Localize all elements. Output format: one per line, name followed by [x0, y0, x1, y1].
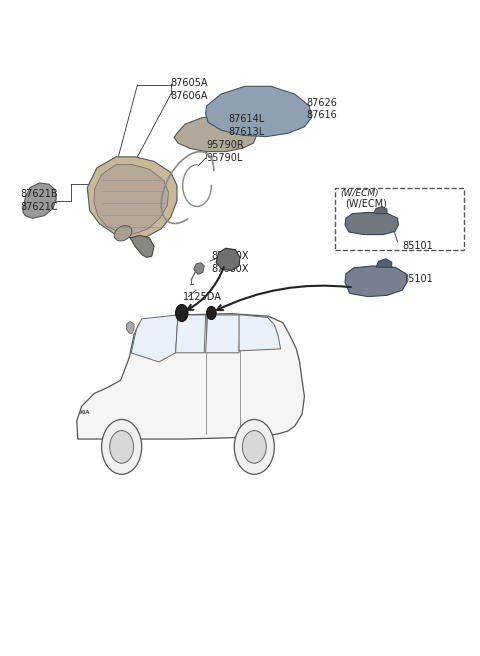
Circle shape	[110, 430, 133, 463]
Polygon shape	[239, 315, 281, 351]
Polygon shape	[126, 321, 134, 333]
Circle shape	[102, 419, 142, 474]
Ellipse shape	[114, 226, 132, 241]
Polygon shape	[174, 115, 257, 152]
Polygon shape	[376, 258, 392, 267]
Text: 87622
87612: 87622 87612	[104, 173, 135, 195]
Polygon shape	[194, 262, 204, 274]
Polygon shape	[373, 207, 387, 214]
Polygon shape	[130, 236, 154, 257]
Text: 87621B
87621C: 87621B 87621C	[21, 190, 58, 212]
Text: 87650X
87660X: 87650X 87660X	[211, 251, 249, 274]
Polygon shape	[131, 315, 178, 362]
Text: 87605A
87606A: 87605A 87606A	[171, 78, 208, 101]
Polygon shape	[345, 213, 398, 235]
Polygon shape	[23, 183, 56, 218]
Text: 1125DA: 1125DA	[183, 292, 222, 302]
Text: 87626
87616: 87626 87616	[307, 98, 338, 120]
Polygon shape	[176, 315, 205, 353]
Polygon shape	[345, 266, 407, 297]
Polygon shape	[205, 87, 312, 136]
Text: 95790R
95790L: 95790R 95790L	[206, 140, 244, 163]
Text: 87614L
87613L: 87614L 87613L	[228, 114, 264, 136]
Circle shape	[206, 306, 216, 319]
Circle shape	[234, 419, 275, 474]
Circle shape	[242, 430, 266, 463]
Text: 85101: 85101	[402, 241, 433, 251]
Text: (W/ECM): (W/ECM)	[340, 189, 379, 198]
Polygon shape	[77, 314, 304, 439]
Polygon shape	[216, 249, 240, 270]
Polygon shape	[205, 315, 240, 353]
Text: 85101: 85101	[402, 274, 433, 284]
Polygon shape	[94, 165, 168, 234]
Text: (W/ECM): (W/ECM)	[345, 199, 387, 209]
Circle shape	[176, 304, 188, 321]
Text: KIA: KIA	[80, 411, 90, 415]
Polygon shape	[87, 157, 177, 238]
